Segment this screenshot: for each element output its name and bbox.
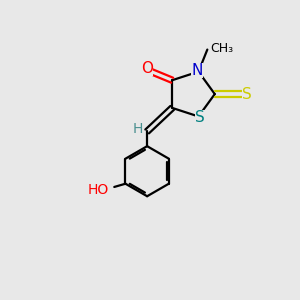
Text: S: S	[242, 87, 252, 102]
Text: N: N	[191, 63, 203, 78]
Text: S: S	[195, 110, 205, 125]
Text: HO: HO	[87, 183, 108, 196]
Text: O: O	[141, 61, 153, 76]
Text: H: H	[133, 122, 143, 136]
Text: CH₃: CH₃	[210, 42, 233, 55]
